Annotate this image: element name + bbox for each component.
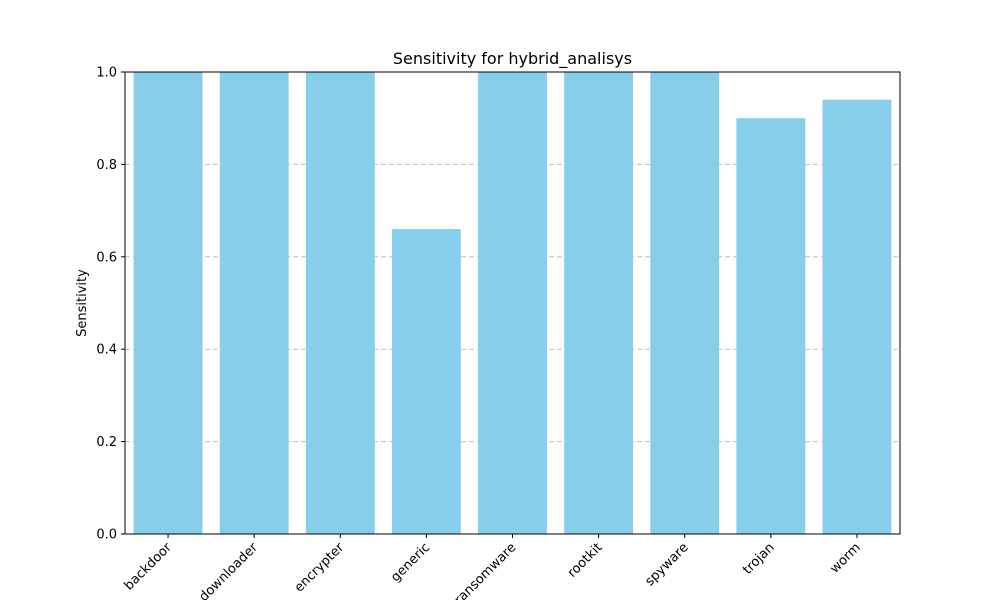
y-axis-title: Sensitivity <box>75 269 90 337</box>
bar-generic <box>391 229 461 534</box>
y-tick-label: 0.0 <box>96 528 117 543</box>
x-tick-label: backdoor <box>122 540 176 594</box>
y-tick-label: 0.6 <box>96 250 117 265</box>
bar-spyware <box>650 72 720 534</box>
bars <box>133 72 892 534</box>
y-tick-label: 0.4 <box>96 343 117 358</box>
x-tick-label: downloader <box>196 540 261 600</box>
x-tick-label: worm <box>827 540 863 576</box>
x-tick-label: ransomware <box>452 540 520 600</box>
bar-worm <box>822 99 892 534</box>
bar-backdoor <box>133 72 203 534</box>
y-tick-label: 0.8 <box>96 158 117 173</box>
y-tick-label: 0.2 <box>96 435 117 450</box>
x-tick-label: spyware <box>642 540 691 589</box>
y-axis: 0.0 0.2 0.4 0.6 0.8 1.0 <box>96 66 125 543</box>
bar-encrypter <box>305 72 375 534</box>
chart-title: Sensitivity for hybrid_analisys <box>393 49 632 69</box>
bar-rootkit <box>564 72 634 534</box>
x-tick-label: rootkit <box>565 540 606 581</box>
x-axis: backdoor downloader encrypter generic ransom… <box>122 534 864 600</box>
x-tick-label: encrypter <box>292 540 348 596</box>
bar-downloader <box>219 72 289 534</box>
x-tick-label: trojan <box>740 540 777 577</box>
y-tick-label: 1.0 <box>96 66 117 81</box>
x-tick-label: generic <box>388 540 433 585</box>
bar-ransomware <box>478 72 547 534</box>
bar-trojan <box>736 118 806 534</box>
